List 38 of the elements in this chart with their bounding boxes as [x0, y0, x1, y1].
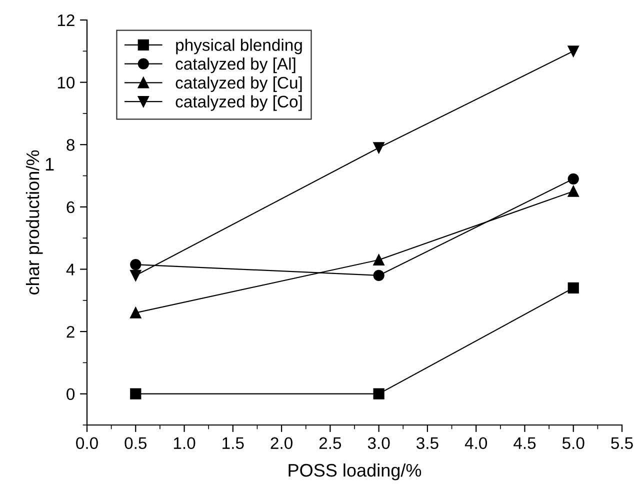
y-tick-label: 0: [66, 388, 75, 400]
x-tick-label: 3.5: [416, 437, 438, 450]
y-tick-label: 10: [58, 76, 75, 89]
point: [568, 173, 579, 184]
y-tick-label: 12: [58, 14, 74, 26]
y-axis-title: char production/%: [26, 150, 43, 294]
y-tick-label: 4: [66, 264, 75, 276]
point: [373, 388, 384, 400]
x-axis-title: POSS loading/%: [288, 463, 422, 480]
point: [373, 142, 384, 154]
legend-label: catalyzed by [Cu]: [176, 76, 302, 92]
x-tick-label: 4.5: [514, 437, 536, 450]
text: 1: [46, 158, 54, 170]
x-tick-label: 1.5: [222, 437, 244, 450]
x-tick-label: 5.5: [611, 437, 633, 450]
point: [568, 46, 579, 57]
point: [373, 254, 384, 266]
point: [568, 186, 579, 197]
y-tick-label: 6: [66, 201, 74, 214]
point: [130, 388, 142, 400]
point: [373, 270, 384, 282]
legend-label: catalyzed by [Al]: [176, 58, 296, 74]
x-tick-label: 5.0: [562, 437, 584, 450]
x-tick-label: 0.0: [76, 437, 98, 450]
legend-label: physical blending: [176, 38, 302, 54]
x-tick-label: 3.0: [368, 437, 390, 450]
x-tick-label: 1.0: [174, 437, 196, 450]
point: [130, 307, 142, 318]
y-tick-label: 8: [66, 139, 74, 151]
x-tick-label: 2.5: [319, 437, 342, 450]
point: [568, 282, 579, 294]
legend-label: catalyzed by [Co]: [176, 95, 302, 111]
x-tick-label: 0.5: [124, 437, 147, 450]
x-tick-label: 4.0: [464, 437, 488, 450]
y-tick-label: 2: [66, 326, 74, 338]
x-tick-label: 2.0: [270, 437, 292, 450]
point: [130, 270, 142, 282]
point: [130, 259, 142, 270]
